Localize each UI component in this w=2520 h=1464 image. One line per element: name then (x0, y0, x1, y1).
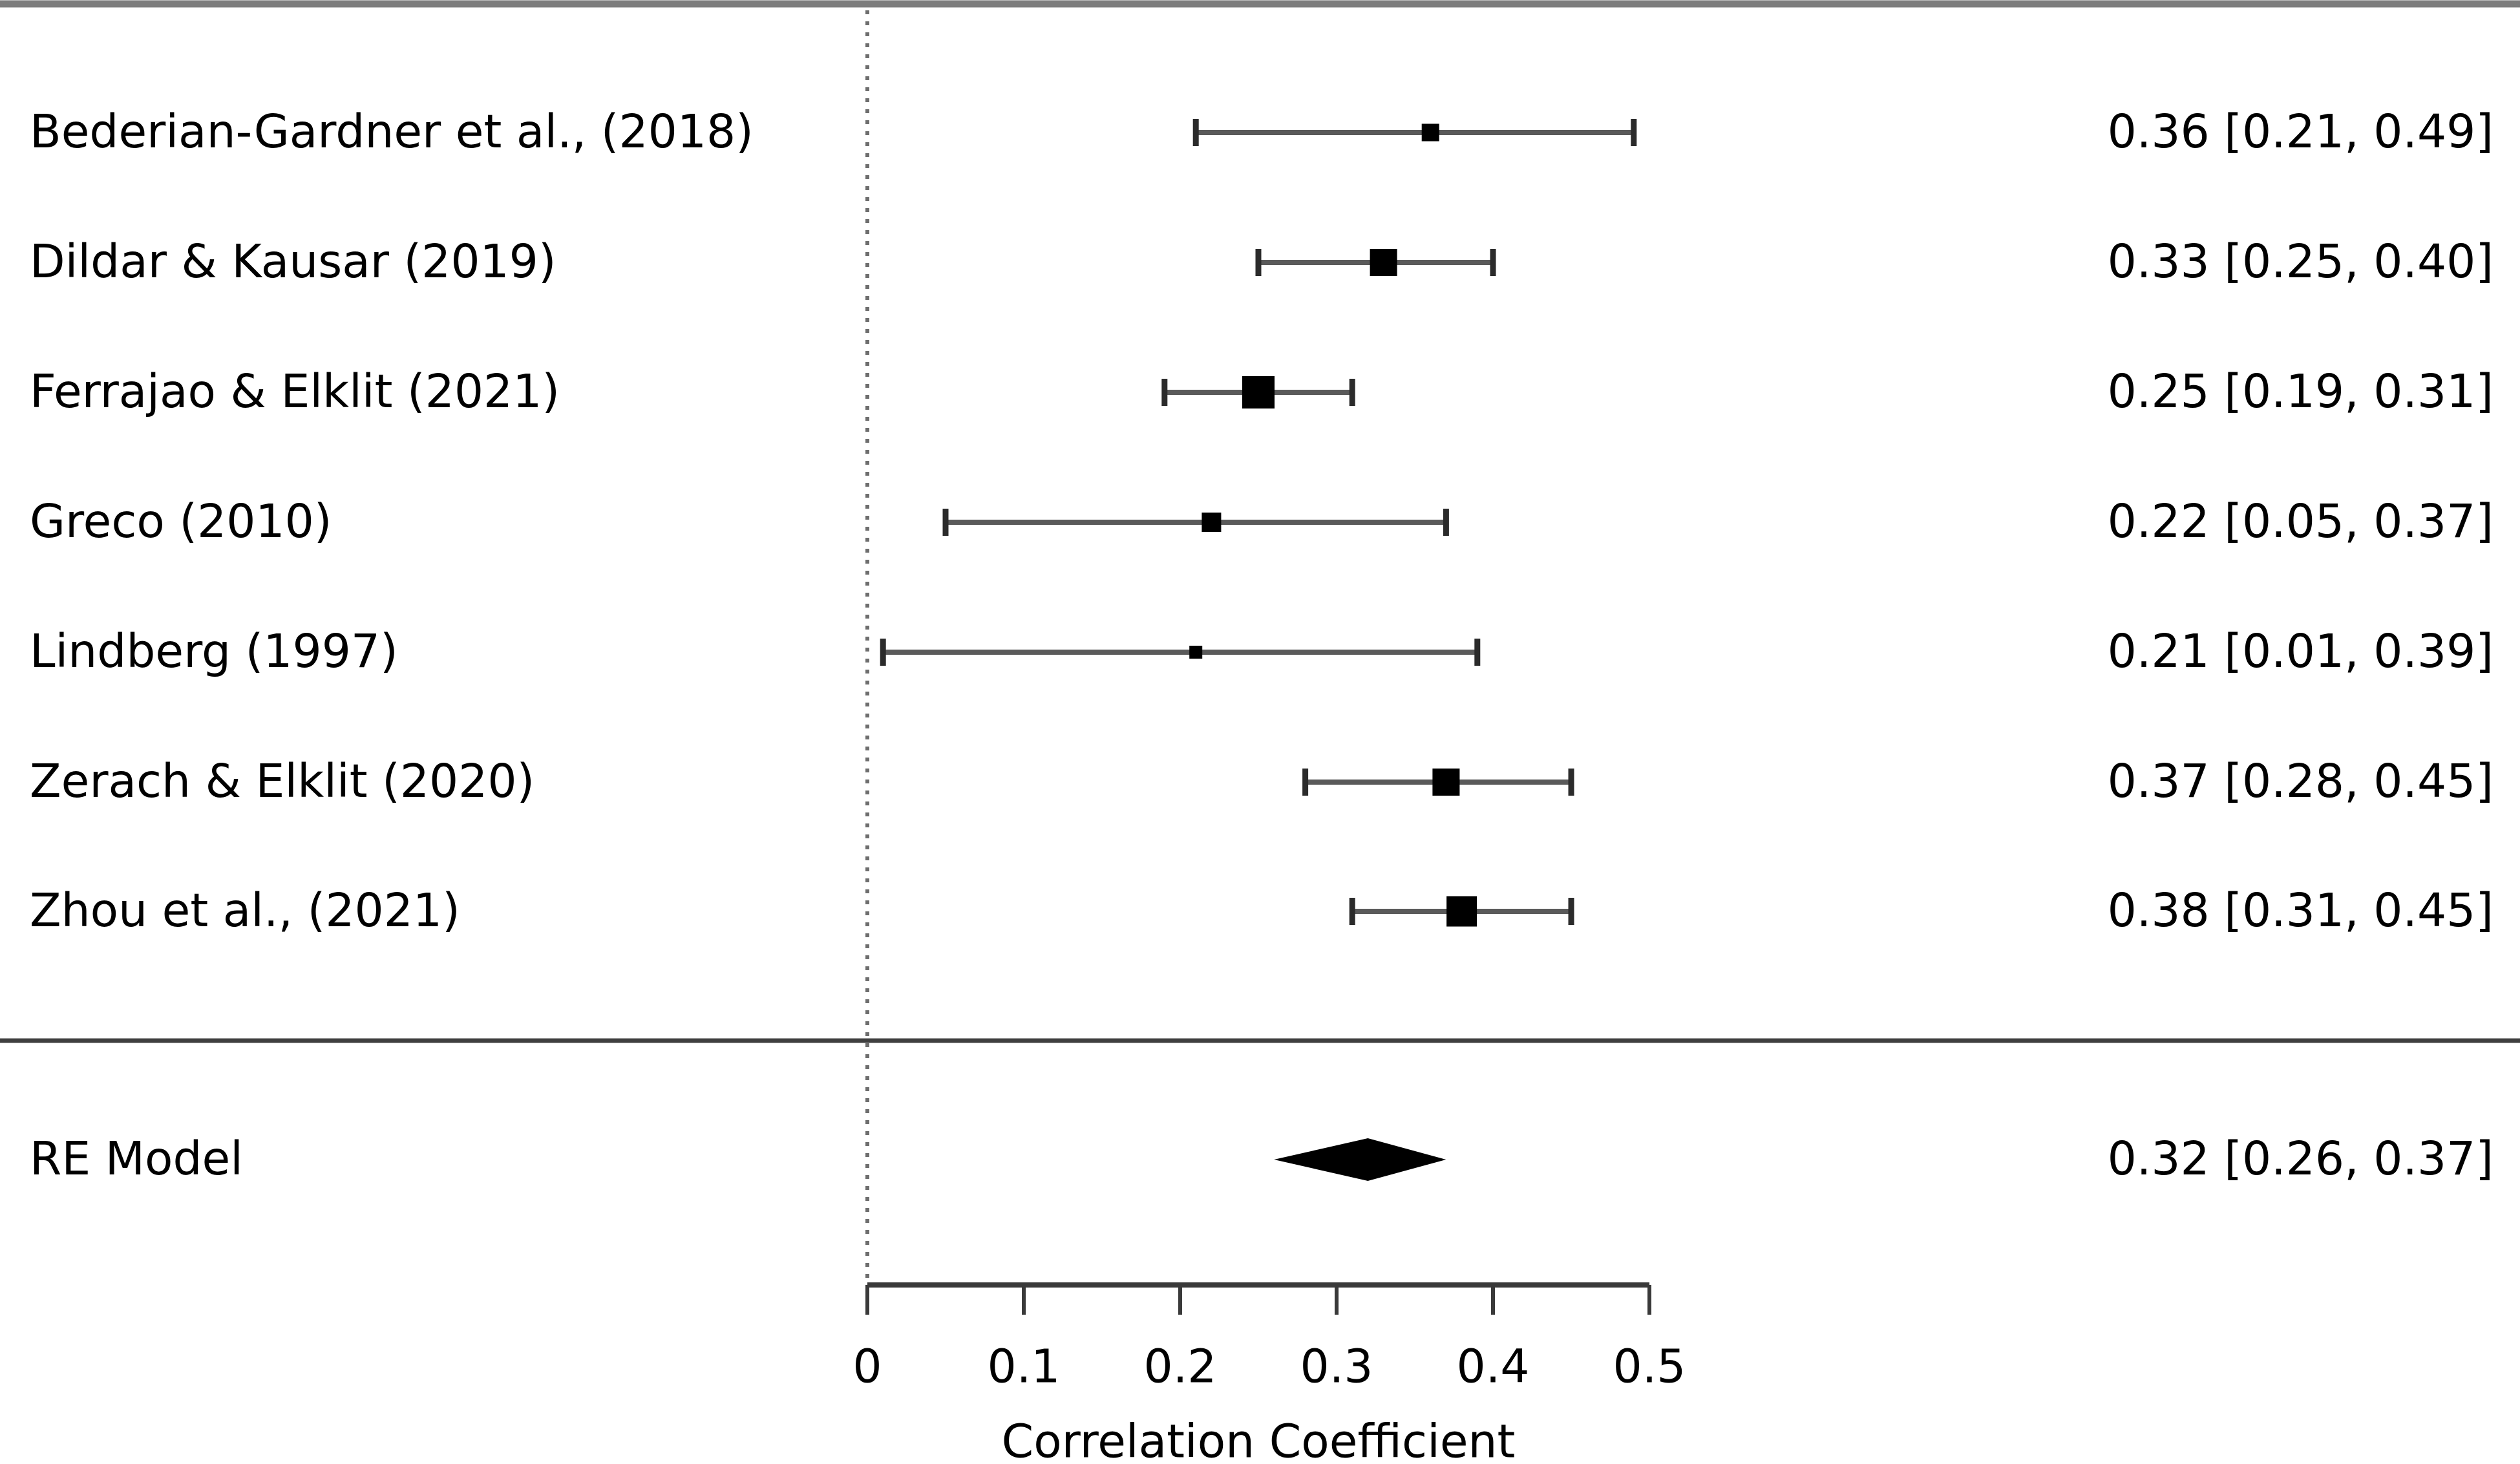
study-annotation: 0.21 [0.01, 0.39] (2107, 624, 2494, 679)
study-annotation: 0.33 [0.25, 0.40] (2107, 235, 2494, 289)
study-label: Ferrajao & Elklit (2021) (30, 365, 560, 419)
study-label: Dildar & Kausar (2019) (30, 235, 556, 289)
estimate-square (1202, 513, 1222, 532)
x-axis-tick-label: 0.4 (1456, 1339, 1530, 1394)
x-axis-tick-label: 0 (852, 1339, 882, 1394)
x-axis-title: Correlation Coefficient (1001, 1414, 1516, 1464)
estimate-square (1421, 123, 1439, 142)
x-axis-tick-label: 0.5 (1613, 1339, 1686, 1394)
estimate-square (1370, 249, 1397, 276)
summary-label: RE Model (30, 1132, 243, 1186)
estimate-square (1242, 376, 1275, 408)
summary-annotation: 0.32 [0.26, 0.37] (2107, 1132, 2494, 1186)
study-annotation: 0.38 [0.31, 0.45] (2107, 884, 2494, 938)
x-axis-tick-label: 0.2 (1143, 1339, 1217, 1394)
summary-diamond (1274, 1138, 1446, 1181)
study-label: Zhou et al., (2021) (30, 884, 460, 938)
estimate-square (1189, 646, 1203, 659)
study-label: Bederian-Gardner et al., (2018) (30, 105, 754, 159)
study-label: Greco (2010) (30, 494, 332, 549)
estimate-square (1446, 896, 1477, 927)
study-annotation: 0.37 [0.28, 0.45] (2107, 754, 2494, 809)
estimate-square (1432, 769, 1460, 796)
study-annotation: 0.36 [0.21, 0.49] (2107, 105, 2494, 159)
study-annotation: 0.22 [0.05, 0.37] (2107, 494, 2494, 549)
x-axis-tick-label: 0.3 (1300, 1339, 1373, 1394)
study-label: Zerach & Elklit (2020) (30, 754, 535, 809)
x-axis-tick-label: 0.1 (987, 1339, 1061, 1394)
study-annotation: 0.25 [0.19, 0.31] (2107, 365, 2494, 419)
study-label: Lindberg (1997) (30, 624, 398, 679)
